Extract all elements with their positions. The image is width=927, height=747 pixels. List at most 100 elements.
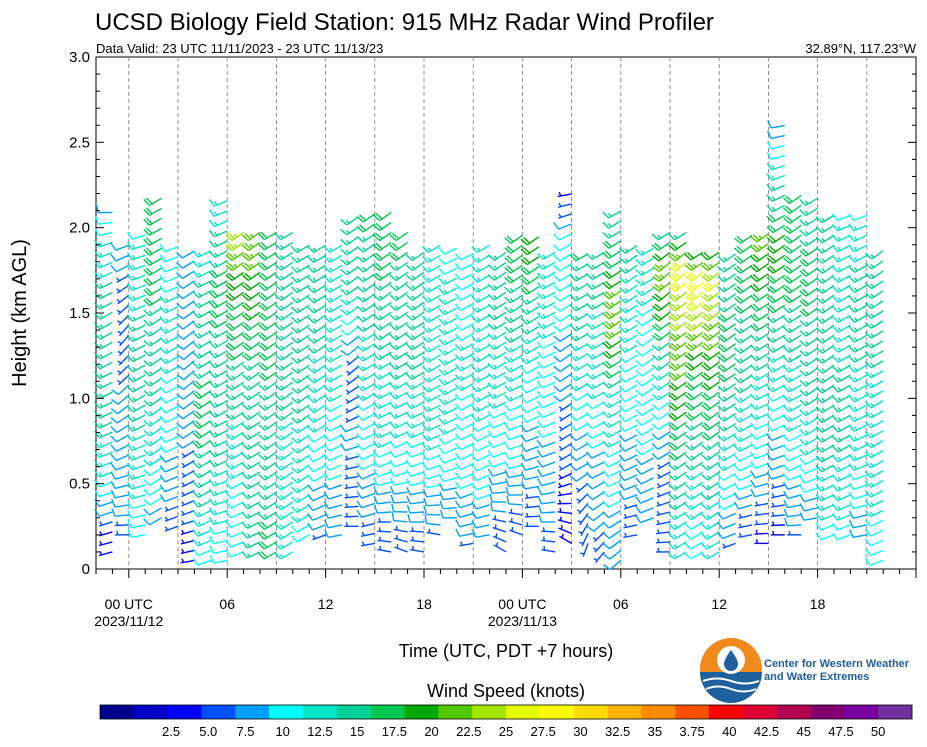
colorbar-swatch (133, 705, 168, 719)
wind-barb (602, 300, 622, 310)
wind-barb (372, 469, 392, 478)
wind-barb (274, 501, 294, 511)
wind-barb (324, 520, 343, 529)
wind-barb (585, 441, 605, 449)
wind-barb (208, 279, 228, 289)
wind-barb (504, 422, 523, 431)
wind-barb (143, 377, 163, 387)
wind-barb (618, 404, 638, 413)
wind-barb (438, 267, 458, 275)
wind-barb (422, 254, 441, 263)
wind-barb (487, 421, 507, 429)
wind-barb (782, 434, 802, 442)
wind-barb (143, 317, 162, 327)
wind-barb (208, 390, 228, 399)
wind-barb (799, 457, 818, 465)
wind-barb (602, 360, 622, 369)
wind-barb (585, 471, 605, 479)
wind-barb (618, 424, 638, 433)
wind-barb (159, 395, 179, 404)
wind-barb (832, 444, 851, 453)
wind-barb (291, 384, 310, 394)
colorbar-label: 30 (573, 724, 587, 739)
wind-barb (93, 371, 113, 380)
wind-barb (274, 311, 294, 321)
wind-barb (405, 469, 425, 478)
wind-barb (623, 523, 638, 529)
colorbar-label: 22.5 (456, 724, 481, 739)
wind-barb (143, 487, 162, 496)
wind-barb (749, 441, 769, 450)
wind-barb (126, 324, 146, 332)
wind-barb (389, 351, 408, 361)
colorbar-label: 7.5 (236, 724, 254, 739)
wind-barb (438, 287, 458, 296)
wind-barb (454, 283, 474, 291)
wind-barb (94, 321, 113, 330)
wind-barb (344, 474, 359, 480)
wind-barb (471, 473, 490, 482)
wind-barb (668, 301, 687, 312)
wind-barb (340, 306, 359, 316)
wind-barb (783, 508, 802, 518)
wind-barb (585, 401, 605, 410)
wind-barb (241, 231, 261, 242)
wind-barb (766, 423, 786, 432)
wind-barb (700, 251, 720, 261)
wind-barb (159, 316, 179, 324)
wind-barb (684, 531, 704, 540)
wind-barb (407, 513, 425, 523)
wind-barb (770, 521, 785, 527)
wind-barb (274, 421, 294, 431)
wind-barb (651, 401, 671, 411)
wind-barb (576, 492, 589, 504)
wind-barb (635, 486, 654, 495)
wind-barb (668, 241, 687, 251)
wind-barb (602, 250, 622, 259)
wind-barb (538, 513, 556, 523)
wind-barb (290, 494, 310, 504)
wind-barb (307, 374, 326, 384)
wind-barb (389, 291, 409, 301)
wind-barb (848, 324, 868, 333)
wind-barb (717, 413, 736, 422)
wind-barb (405, 301, 425, 311)
wind-barb (241, 431, 261, 441)
wind-barb (782, 344, 802, 353)
wind-barb (159, 425, 179, 434)
wind-barb (323, 434, 343, 442)
wind-barb (652, 261, 671, 272)
wind-barb (701, 291, 720, 302)
wind-barb (438, 337, 458, 346)
wind-barb (623, 532, 638, 538)
chart-subtitle-left: Data Valid: 23 UTC 11/11/2023 - 23 UTC 1… (96, 41, 383, 56)
wind-barb (717, 373, 736, 383)
colorbar-label: 25 (499, 724, 513, 739)
wind-barb (471, 334, 490, 343)
wind-barb (492, 515, 507, 523)
wind-barb (356, 422, 376, 431)
wind-barb (126, 273, 146, 281)
wind-barb (274, 231, 294, 241)
wind-barb (784, 517, 802, 527)
colorbar-swatch (844, 705, 879, 719)
wind-barb (815, 464, 835, 473)
wind-barb (799, 317, 819, 327)
wind-barb (164, 505, 179, 513)
wind-barb (258, 441, 277, 451)
wind-barb (208, 459, 228, 468)
wind-barb (717, 403, 736, 412)
wind-barb (701, 461, 720, 471)
wind-barb (602, 549, 622, 560)
wind-barb (815, 414, 835, 424)
wind-barb (159, 464, 179, 473)
wind-barb (241, 551, 261, 559)
wind-barb (652, 291, 671, 302)
wind-barb (405, 450, 425, 458)
wind-barb (701, 351, 720, 361)
wind-barb (323, 324, 343, 333)
colorbar-label: 47.5 (828, 724, 853, 739)
wind-barb (766, 462, 786, 471)
wind-barb (323, 304, 343, 313)
wind-barb (635, 387, 654, 397)
